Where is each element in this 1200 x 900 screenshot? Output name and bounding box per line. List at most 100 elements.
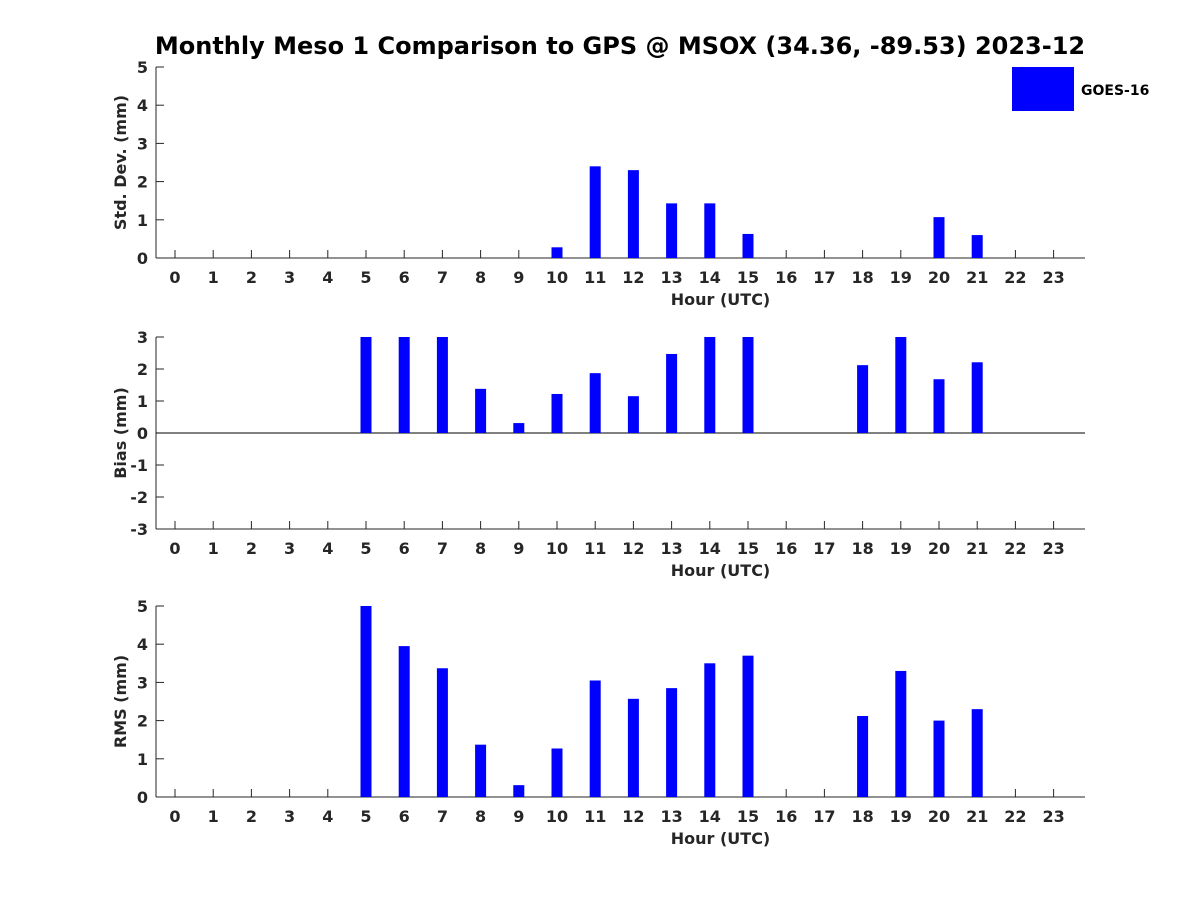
y-tick-label: -1: [130, 456, 148, 475]
x-tick-label: 18: [851, 268, 873, 287]
bar-rms-hour-10: [551, 748, 563, 797]
bar-rms-hour-19: [895, 670, 907, 797]
x-tick-label: 22: [1004, 539, 1026, 558]
x-tick-label: 19: [890, 807, 912, 826]
x-tick-label: 8: [475, 539, 486, 558]
x-tick-label: 12: [622, 807, 644, 826]
x-tick-label: 7: [437, 539, 448, 558]
y-tick-label: 2: [137, 712, 148, 731]
x-tick-label: 12: [622, 268, 644, 287]
bar-bias-hour-6: [398, 337, 410, 433]
x-tick-label: 23: [1042, 268, 1064, 287]
bar-bias-hour-13: [666, 353, 678, 433]
x-tick-label: 1: [208, 539, 219, 558]
y-axis-label: Std. Dev. (mm): [111, 95, 130, 230]
bar-bias-hour-12: [627, 396, 639, 433]
x-tick-label: 1: [208, 807, 219, 826]
x-axis-label: Hour (UTC): [671, 561, 771, 580]
bar-rms-hour-11: [589, 680, 601, 797]
x-tick-label: 7: [437, 807, 448, 826]
bar-bias-hour-10: [551, 393, 563, 433]
y-tick-label: 0: [137, 788, 148, 807]
x-tick-label: 11: [584, 539, 606, 558]
x-tick-label: 9: [513, 268, 524, 287]
bar-bias-hour-8: [475, 388, 487, 433]
y-tick-label: 1: [137, 211, 148, 230]
x-tick-label: 13: [660, 807, 682, 826]
bar-bias-hour-5: [360, 337, 372, 433]
bar-rms-hour-14: [704, 663, 716, 797]
x-tick-label: 21: [966, 539, 988, 558]
x-tick-label: 10: [546, 268, 568, 287]
y-axis-label: Bias (mm): [111, 387, 130, 479]
x-tick-label: 6: [399, 807, 410, 826]
x-tick-label: 9: [513, 807, 524, 826]
y-tick-label: 4: [137, 635, 148, 654]
y-tick-label: 3: [137, 328, 148, 347]
bar-rms-hour-7: [436, 668, 448, 797]
x-tick-label: 15: [737, 539, 759, 558]
x-tick-label: 10: [546, 539, 568, 558]
bar-std-dev-hour-20: [933, 217, 945, 258]
x-tick-label: 5: [360, 539, 371, 558]
y-tick-label: 2: [137, 173, 148, 192]
x-tick-label: 11: [584, 268, 606, 287]
x-tick-label: 3: [284, 539, 295, 558]
x-tick-label: 3: [284, 807, 295, 826]
legend: GOES-16: [1012, 67, 1149, 111]
x-tick-label: 4: [322, 807, 333, 826]
x-tick-label: 9: [513, 539, 524, 558]
y-tick-label: 1: [137, 750, 148, 769]
x-axis-label: Hour (UTC): [671, 290, 771, 309]
bar-std-dev-hour-11: [589, 166, 601, 258]
x-tick-label: 0: [169, 807, 180, 826]
x-tick-label: 10: [546, 807, 568, 826]
bar-std-dev-hour-14: [704, 203, 716, 258]
bar-bias-hour-19: [895, 337, 907, 433]
chart-title: Monthly Meso 1 Comparison to GPS @ MSOX …: [155, 32, 1085, 60]
x-tick-label: 23: [1042, 807, 1064, 826]
x-tick-label: 2: [246, 268, 257, 287]
x-tick-label: 5: [360, 268, 371, 287]
x-tick-label: 16: [775, 539, 797, 558]
x-tick-label: 22: [1004, 807, 1026, 826]
x-tick-label: 16: [775, 268, 797, 287]
y-tick-label: 4: [137, 96, 148, 115]
y-tick-label: 0: [137, 249, 148, 268]
x-tick-label: 6: [399, 539, 410, 558]
x-tick-label: 14: [699, 807, 721, 826]
bar-rms-hour-21: [971, 709, 983, 797]
x-tick-label: 3: [284, 268, 295, 287]
bar-rms-hour-8: [475, 744, 487, 797]
bar-bias-hour-7: [436, 337, 448, 433]
bar-bias-hour-21: [971, 362, 983, 433]
y-tick-label: 1: [137, 392, 148, 411]
bar-bias-hour-14: [704, 337, 716, 433]
legend-swatch: [1012, 67, 1074, 111]
bar-rms-hour-9: [513, 785, 525, 797]
x-tick-label: 19: [890, 268, 912, 287]
x-tick-label: 15: [737, 268, 759, 287]
x-tick-label: 1: [208, 268, 219, 287]
x-tick-label: 0: [169, 539, 180, 558]
y-tick-label: -3: [130, 520, 148, 539]
x-tick-label: 4: [322, 539, 333, 558]
x-tick-label: 7: [437, 268, 448, 287]
y-axis-label: RMS (mm): [111, 655, 130, 748]
x-tick-label: 18: [851, 807, 873, 826]
x-tick-label: 6: [399, 268, 410, 287]
bar-std-dev-hour-21: [971, 235, 983, 258]
y-tick-label: 5: [137, 597, 148, 616]
y-tick-label: -2: [130, 488, 148, 507]
bar-rms-hour-15: [742, 655, 754, 797]
bar-bias-hour-11: [589, 373, 601, 433]
x-tick-label: 18: [851, 539, 873, 558]
x-tick-label: 8: [475, 807, 486, 826]
y-tick-label: 2: [137, 360, 148, 379]
bar-std-dev-hour-10: [551, 247, 563, 258]
x-tick-label: 15: [737, 807, 759, 826]
x-tick-label: 2: [246, 539, 257, 558]
